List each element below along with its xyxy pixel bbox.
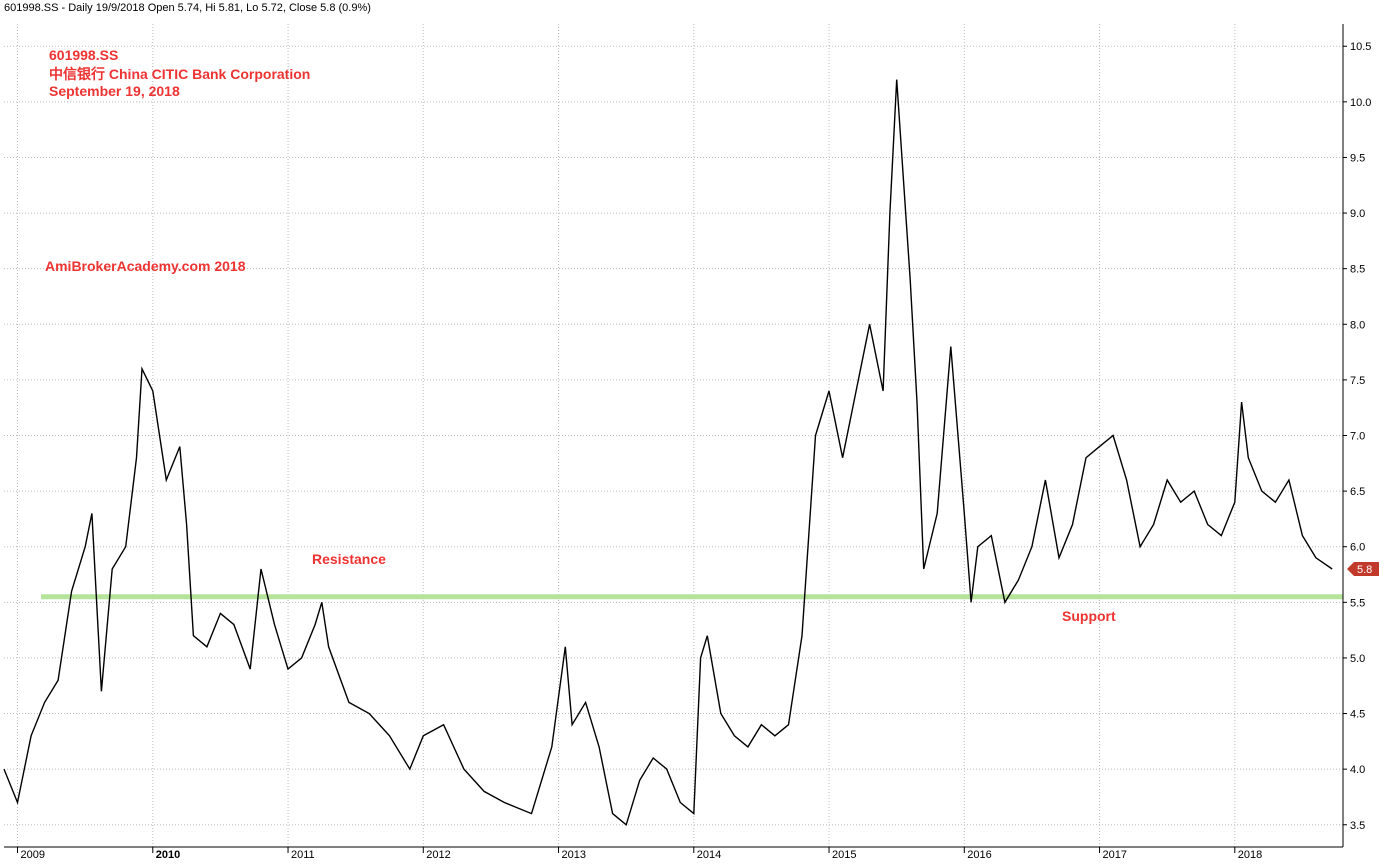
x-tick-label: 2014 [697, 849, 721, 861]
x-tick-label: 2009 [21, 849, 45, 861]
y-tick-label: 7.5 [1350, 375, 1365, 387]
axis-layer: 3.5 4.0 4.5 5.0 5.5 6.0 6.5 7.0 7.5 8.0 8.5 9.0 9.5 1… [4, 24, 1371, 861]
y-tick-label: 8.0 [1350, 319, 1365, 331]
support-label: Support [1062, 608, 1116, 624]
chart-header-info: 601998.SS - Daily 19/9/2018 Open 5.74, H… [4, 2, 371, 14]
x-tick-label: 2011 [291, 849, 315, 861]
x-tick-label: 2012 [426, 849, 450, 861]
y-tick-label: 10.0 [1350, 97, 1371, 109]
y-tick-label: 9.0 [1350, 208, 1365, 220]
y-tick-label: 10.5 [1350, 41, 1371, 53]
price-series-line [3, 79, 1333, 827]
y-tick-label: 5.5 [1350, 597, 1365, 609]
y-tick-label: 7.0 [1350, 431, 1365, 443]
x-tick-label: 2016 [967, 849, 991, 861]
resistance-label: Resistance [312, 551, 386, 567]
y-tick-label: 4.5 [1350, 709, 1365, 721]
price-marker-label: 5.8 [1357, 564, 1372, 576]
x-tick-label: 2015 [832, 849, 856, 861]
x-tick-label: 2018 [1238, 849, 1262, 861]
y-tick-label: 5.0 [1350, 653, 1365, 665]
grid-layer [4, 24, 1343, 847]
x-tick-label: 2017 [1103, 849, 1127, 861]
x-tick-label: 2013 [562, 849, 586, 861]
y-tick-label: 6.5 [1350, 486, 1365, 498]
x-tick-label: 2010 [156, 849, 180, 861]
price-marker-badge [1347, 561, 1379, 576]
company-annotation: 中信银行 China CITIC Bank Corporation [49, 66, 310, 82]
y-tick-label: 4.0 [1350, 764, 1365, 776]
y-tick-label: 9.5 [1350, 152, 1365, 164]
y-tick-label: 3.5 [1350, 820, 1365, 832]
y-tick-label: 8.5 [1350, 264, 1365, 276]
date-annotation: September 19, 2018 [49, 83, 180, 99]
watermark-annotation: AmiBrokerAcademy.com 2018 [45, 258, 246, 274]
ticker-annotation: 601998.SS [49, 47, 118, 63]
y-tick-label: 6.0 [1350, 542, 1365, 554]
price-marker: 5.8 [1347, 561, 1379, 576]
